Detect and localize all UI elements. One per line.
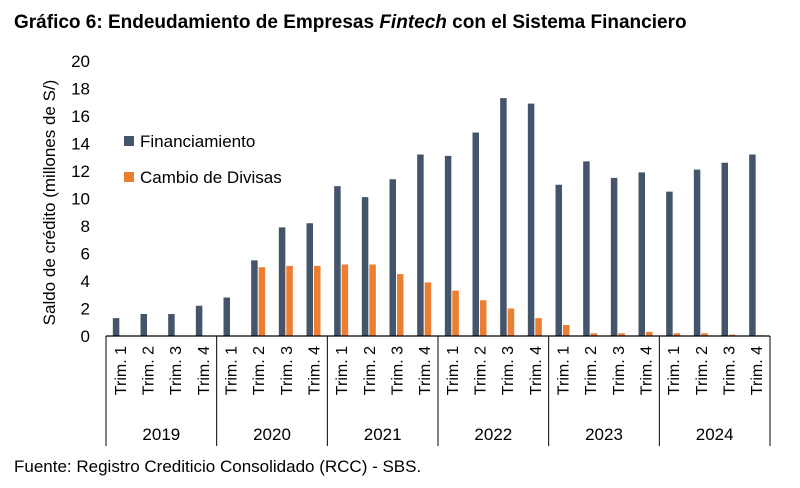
bar-financiamiento [168, 314, 175, 336]
y-axis-label: Saldo de crédito (millones de S/) [40, 80, 59, 326]
y-tick-label: 0 [81, 327, 90, 346]
x-tick-label: Trim. 2 [362, 346, 379, 395]
x-tick-label: Trim. 3 [611, 346, 628, 395]
bar-cambio-de-divisas [480, 300, 487, 336]
legend: Financiamiento Cambio de Divisas [124, 132, 282, 187]
bar-financiamiento [306, 223, 313, 336]
bar-cambio-de-divisas [729, 334, 736, 336]
x-tick-label: Trim. 1 [113, 346, 130, 395]
bar-financiamiento [444, 155, 452, 336]
bar-financiamiento [472, 132, 479, 336]
x-tick-label: Trim. 2 [583, 346, 600, 395]
bar-financiamiento [693, 169, 701, 336]
y-tick-label: 14 [71, 135, 90, 154]
series-cambio-de-divisas [258, 264, 764, 337]
x-tick-label: Trim. 2 [473, 346, 490, 395]
y-tick-label: 10 [71, 190, 90, 209]
x-tick-label: Trim. 1 [334, 346, 351, 395]
legend-swatch [124, 136, 134, 146]
bar-financiamiento [555, 184, 562, 336]
bar-financiamiento [334, 186, 341, 336]
y-axis: 0 2 4 6 8 10 12 14 16 18 20 Saldo de crédito (millo… [40, 52, 90, 346]
bar-financiamiento [251, 260, 258, 336]
bar-financiamiento [195, 305, 203, 336]
bar-financiamiento [500, 98, 507, 336]
bar-financiamiento [223, 297, 230, 336]
x-tick-label: Trim. 4 [196, 346, 213, 395]
bar-cambio-de-divisas [673, 333, 681, 336]
bar-cambio-de-divisas [258, 267, 266, 336]
bar-cambio-de-divisas [563, 325, 570, 336]
x-tick-label: Trim. 2 [251, 346, 268, 395]
bar-cambio-de-divisas [646, 331, 653, 336]
x-tick-label: Trim. 3 [279, 346, 296, 395]
x-tick-label: Trim. 4 [749, 346, 766, 395]
x-tick-label: Trim. 4 [528, 346, 545, 395]
bar-cambio-de-divisas [701, 333, 708, 336]
y-tick-label: 16 [71, 107, 90, 126]
y-tick-label: 6 [81, 245, 90, 264]
bar-cambio-de-divisas [535, 318, 542, 336]
year-group-label: 2020 [253, 425, 291, 444]
legend-label: Financiamiento [140, 132, 255, 151]
bar-cambio-de-divisas [314, 265, 321, 336]
x-tick-label: Trim. 2 [694, 346, 711, 395]
source-note: Fuente: Registro Crediticio Consolidado … [14, 457, 422, 476]
chart-title: Gráfico 6: Endeudamiento de Empresas Fin… [14, 12, 687, 33]
y-tick-label: 20 [71, 52, 90, 71]
bar-financiamiento [417, 154, 424, 336]
y-tick-label: 8 [81, 217, 90, 236]
bar-cambio-de-divisas [397, 274, 404, 336]
year-group-label: 2024 [696, 425, 734, 444]
x-tick-label: Trim. 1 [666, 346, 683, 395]
x-tick-label: Trim. 4 [307, 346, 324, 395]
x-tick-label: Trim. 1 [224, 346, 241, 395]
x-tick-label: Trim. 3 [168, 346, 185, 395]
year-group-label: 2021 [364, 425, 402, 444]
x-tick-label: Trim. 3 [722, 346, 739, 395]
bar-financiamiento [361, 197, 369, 336]
x-tick-label: Trim. 4 [639, 346, 656, 395]
year-group-label: 2023 [585, 425, 623, 444]
x-tick-label: Trim. 3 [500, 346, 517, 395]
bar-cambio-de-divisas [507, 308, 515, 336]
series-financiamiento [112, 98, 756, 336]
year-group-label: 2019 [142, 425, 180, 444]
y-tick-label: 4 [81, 272, 90, 291]
bar-cambio-de-divisas [452, 290, 459, 336]
y-tick-label: 2 [81, 300, 90, 319]
bar-cambio-de-divisas [590, 333, 598, 336]
bar-financiamiento [638, 172, 645, 336]
bar-cambio-de-divisas [286, 265, 293, 336]
legend-swatch [124, 172, 134, 182]
x-tick-label: Trim. 2 [141, 346, 158, 395]
bar-cambio-de-divisas [369, 264, 376, 336]
y-tick-label: 12 [71, 162, 90, 181]
bar-financiamiento [527, 103, 535, 336]
bar-cambio-de-divisas [341, 264, 349, 336]
x-axis: Trim. 1 Trim. 2 Trim. 3 Trim. 4 Trim. 1 Trim.… [105, 335, 771, 446]
year-group-label: 2022 [474, 425, 512, 444]
bar-financiamiento [610, 177, 618, 336]
bar-financiamiento [721, 162, 728, 336]
x-tick-label: Trim. 1 [445, 346, 462, 395]
y-tick-label: 18 [71, 80, 90, 99]
legend-label: Cambio de Divisas [140, 168, 282, 187]
bar-financiamiento [112, 318, 120, 336]
bar-financiamiento [278, 227, 286, 336]
bar-financiamiento [389, 179, 396, 336]
bar-financiamiento [140, 314, 147, 336]
bar-financiamiento [749, 154, 756, 336]
bar-financiamiento [666, 191, 673, 336]
bar-cambio-de-divisas [618, 333, 625, 336]
bar-financiamiento [583, 161, 590, 336]
x-tick-label: Trim. 4 [417, 346, 434, 395]
x-tick-label: Trim. 1 [556, 346, 573, 395]
x-tick-label: Trim. 3 [390, 346, 407, 395]
bar-cambio-de-divisas [424, 282, 432, 336]
